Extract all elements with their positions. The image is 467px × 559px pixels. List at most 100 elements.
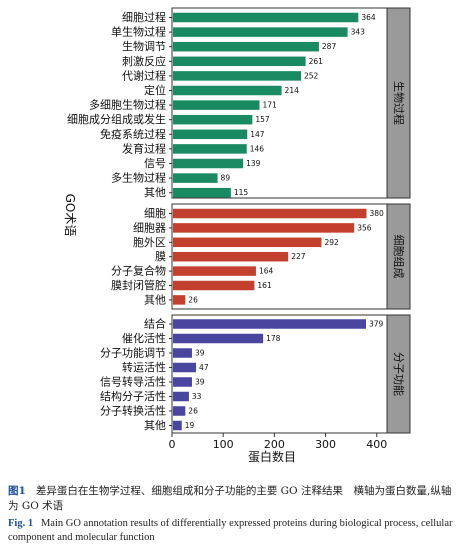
- category-label: 转运活性: [122, 360, 166, 374]
- bar: [173, 27, 348, 37]
- bar-value-label: 19: [185, 421, 195, 430]
- bar-value-label: 178: [266, 334, 281, 343]
- caption-zh-label: 图1: [8, 485, 26, 497]
- go-annotation-chart: 生物过程 364 细胞过程 343 单生物过程 287 生物调节 261 刺激反应 252 代谢过程…: [63, 7, 411, 464]
- category-label: 细胞成分组成或发生: [67, 112, 166, 126]
- caption-zh-text: 差异蛋白在生物学过程、细胞组成和分子功能的主要 GO 注释结果 横轴为蛋白数量,…: [8, 485, 452, 512]
- category-label: 多细胞生物过程: [89, 98, 166, 112]
- bar-value-label: 146: [250, 144, 265, 153]
- category-label: 细胞过程: [122, 11, 166, 24]
- bar: [173, 100, 260, 110]
- bar: [173, 348, 192, 358]
- panel-strip-label: 细胞组成: [392, 235, 406, 279]
- y-axis-title: GO术语: [63, 194, 77, 237]
- panel-frame: [171, 314, 388, 434]
- bar-value-label: 39: [195, 378, 205, 387]
- category-label: 信号转导活性: [100, 375, 166, 389]
- bar: [173, 223, 355, 233]
- panel-strip-label: 生物过程: [392, 81, 406, 125]
- category-label: 分子复合物: [111, 264, 166, 278]
- bar: [173, 56, 306, 67]
- category-label: 其他: [144, 419, 166, 432]
- category-label: 结合: [144, 317, 166, 331]
- bar: [173, 114, 253, 125]
- bar: [173, 280, 255, 291]
- bar-value-label: 292: [324, 238, 339, 247]
- bar-value-label: 379: [369, 320, 384, 329]
- bar-value-label: 214: [285, 86, 300, 95]
- bar: [173, 377, 192, 387]
- bar: [173, 333, 264, 344]
- panel-2: 细胞组成 380 细胞 356 细胞器 292 胞外区 227 膜 164 分子复合物 161 膜封闭管…: [111, 203, 411, 310]
- panel-strip: [386, 203, 411, 310]
- bar-value-label: 47: [199, 363, 209, 372]
- bar: [173, 391, 189, 402]
- category-label: 催化活性: [122, 331, 166, 345]
- category-label: 胞外区: [133, 236, 166, 249]
- bar: [173, 251, 289, 262]
- bar-value-label: 157: [255, 115, 270, 124]
- bar: [173, 129, 248, 140]
- bar-value-label: 171: [263, 101, 278, 110]
- panel-strip: [386, 7, 411, 199]
- bar-value-label: 380: [370, 209, 385, 218]
- category-label: 代谢过程: [122, 68, 166, 82]
- category-label: 免疫系统过程: [100, 127, 166, 141]
- category-label: 细胞器: [133, 221, 166, 234]
- category-label: 发育过程: [122, 141, 166, 155]
- x-tick-label: 0: [169, 438, 176, 451]
- figure-caption-en: Fig. 1 Main GO annotation results of dif…: [8, 517, 460, 545]
- panel-1: 生物过程 364 细胞过程 343 单生物过程 287 生物调节 261 刺激反应 252 代谢过程…: [67, 7, 411, 199]
- category-label: 分子功能调节: [100, 346, 166, 360]
- caption-en-label: Fig. 1: [8, 518, 34, 529]
- bar-value-label: 364: [361, 13, 376, 22]
- category-label: 多生物过程: [111, 171, 166, 185]
- caption-en-text: Main GO annotation results of differenti…: [8, 518, 453, 543]
- category-label: 结构分子活性: [100, 389, 166, 403]
- category-label: 单生物过程: [111, 25, 166, 39]
- category-label: 信号: [144, 157, 166, 170]
- x-axis-title: 蛋白数目: [248, 449, 296, 464]
- bar-value-label: 356: [357, 223, 372, 232]
- x-tick-label: 100: [213, 438, 234, 451]
- bar: [173, 420, 182, 431]
- bar: [173, 85, 282, 96]
- bar-value-label: 33: [192, 392, 202, 401]
- panel-strip-label: 分子功能: [392, 352, 406, 396]
- bar-value-label: 139: [246, 159, 261, 168]
- bar: [173, 406, 186, 416]
- category-label: 定位: [144, 83, 166, 97]
- bar: [173, 237, 322, 248]
- bar-value-label: 115: [234, 188, 249, 197]
- bar-value-label: 161: [257, 281, 272, 290]
- x-tick-label: 200: [264, 438, 285, 451]
- bar-value-label: 26: [188, 295, 198, 304]
- bar-value-label: 343: [351, 28, 366, 37]
- bar-value-label: 164: [259, 267, 274, 276]
- category-label: 刺激反应: [122, 54, 166, 68]
- panel-strip: [386, 314, 411, 434]
- bar: [173, 187, 231, 198]
- panel-3: 分子功能 379 结合 178 催化活性 39 分子功能调节 47 转运活性 39 信号转导活性 33…: [100, 314, 411, 434]
- bar: [173, 41, 319, 52]
- bar: [173, 208, 367, 219]
- bar-value-label: 261: [309, 57, 324, 66]
- bar: [173, 295, 186, 305]
- bar-value-label: 26: [188, 407, 198, 416]
- bar-value-label: 89: [221, 174, 231, 183]
- bar: [173, 173, 218, 183]
- bar: [173, 319, 367, 329]
- bar: [173, 144, 247, 154]
- category-label: 分子转换活性: [100, 404, 166, 418]
- category-label: 其他: [144, 293, 166, 306]
- bar: [173, 362, 197, 373]
- category-label: 其他: [144, 186, 166, 199]
- figure-caption-zh: 图1 差异蛋白在生物学过程、细胞组成和分子功能的主要 GO 注释结果 横轴为蛋白…: [8, 484, 460, 514]
- bar-value-label: 227: [291, 252, 306, 261]
- x-axis: 0 100 200 300 400: [169, 433, 387, 451]
- x-tick-label: 400: [366, 438, 387, 451]
- bar: [173, 12, 359, 23]
- x-tick-label: 300: [315, 438, 336, 451]
- chart-panels: 生物过程 364 细胞过程 343 单生物过程 287 生物调节 261 刺激反应 252 代谢过程…: [67, 7, 411, 434]
- bar-value-label: 252: [304, 71, 319, 80]
